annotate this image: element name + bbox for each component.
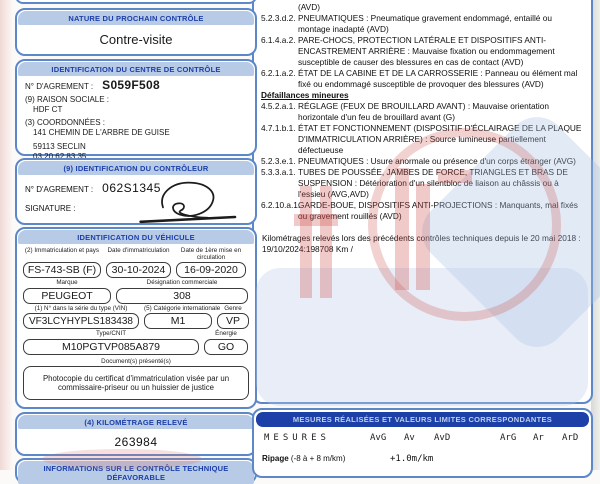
field-date-mise-circulation: 16-09-2020 bbox=[176, 262, 246, 278]
section-controller-identification: (9) IDENTIFICATION DU CONTRÔLEUR N° D'AG… bbox=[15, 158, 257, 225]
column-ard: ArD bbox=[562, 433, 579, 443]
defect-text: PARE-CHOCS, PROTECTION LATÉRALE ET DISPO… bbox=[298, 35, 555, 67]
defect-code: 6.2.1.a.2. bbox=[261, 68, 296, 78]
field-energie: GO bbox=[204, 338, 248, 355]
label-date-immatriculation: Date d'immatriculation bbox=[107, 247, 170, 254]
major-defects-list: 5.2.3.d.2. PNEUMATIQUES : Pneumatique gra… bbox=[261, 13, 586, 90]
field-designation: 308 bbox=[116, 287, 248, 304]
field-categorie: M1 bbox=[144, 313, 212, 329]
section-next-inspection: NATURE DU PROCHAIN CONTRÔLE Contre-visit… bbox=[15, 8, 257, 56]
label-type-cnit: Type/CNIT bbox=[95, 330, 127, 337]
section-defects: (AVD) 5.2.3.d.2. PNEUMATIQUES : Pneumatiq… bbox=[252, 0, 593, 404]
defect-text: ÉTAT ET FONCTIONNEMENT (DISPOSITIF D'ÉCL… bbox=[298, 123, 582, 155]
field-marque: PEUGEOT bbox=[23, 287, 111, 304]
center-raison-value: HDF CT bbox=[33, 105, 63, 114]
defect-continuation-line: (AVD) bbox=[298, 2, 320, 12]
section-title-vehicle: IDENTIFICATION DU VÉHICULE bbox=[18, 230, 254, 244]
label-designation: Désignation commerciale bbox=[146, 279, 218, 286]
section-title-controller: (9) IDENTIFICATION DU CONTRÔLEUR bbox=[18, 161, 254, 175]
defect-text: ÉTAT DE LA CABINE ET DE LA CARROSSERIE :… bbox=[298, 68, 578, 89]
defect-item: 6.1.4.a.2. PARE-CHOCS, PROTECTION LATÉRAL… bbox=[261, 35, 586, 68]
label-energie: Énergie bbox=[215, 330, 237, 337]
defect-code: 6.2.10.a.1. bbox=[261, 200, 301, 210]
ripage-label: Ripage (-8 à + 8 m/km) bbox=[262, 454, 346, 463]
section-vehicle-identification: IDENTIFICATION DU VÉHICULE (2) Immatricu… bbox=[15, 227, 257, 409]
section-title-mileage: (4) KILOMÉTRAGE RELEVÉ bbox=[18, 415, 254, 429]
defect-code: 5.2.3.e.1. bbox=[261, 156, 296, 166]
defect-item: 6.2.10.a.1.GARDE-BOUE, DISPOSITIFS ANTI-… bbox=[261, 200, 586, 222]
column-av: Av bbox=[404, 433, 415, 443]
defect-item: 4.5.2.a.1. RÉGLAGE (FEUX DE BROUILLARD AV… bbox=[261, 101, 586, 123]
field-type-cnit: M10PGTVP085A879 bbox=[23, 338, 199, 355]
label-genre: Genre bbox=[224, 304, 242, 312]
section-center-identification: IDENTIFICATION DU CENTRE DE CONTRÔLE N° … bbox=[15, 59, 257, 161]
measures-row-title: MESURES bbox=[264, 433, 330, 443]
label-date-mise-circulation: Date de 1ère mise en circulation bbox=[180, 247, 242, 261]
column-ar: Ar bbox=[533, 433, 544, 443]
minor-defects-list: 4.5.2.a.1. RÉGLAGE (FEUX DE BROUILLARD AV… bbox=[261, 101, 586, 222]
previous-section-fragment bbox=[15, 0, 257, 4]
label-marque: Marque bbox=[56, 279, 78, 286]
center-address2: 59113 SECLIN bbox=[33, 142, 86, 151]
field-vin: VF3LCYHYPLS183438 bbox=[23, 313, 139, 329]
label-categorie: (5) Catégorie internationale bbox=[144, 304, 221, 312]
center-address1: 141 CHEMIN DE L'ARBRE DE GUISE bbox=[33, 128, 170, 137]
signature-handwriting bbox=[139, 181, 237, 224]
signature-label: SIGNATURE : bbox=[25, 204, 76, 213]
center-agrement-label: N° D'AGREMENT : bbox=[25, 82, 94, 91]
section-title-next-inspection: NATURE DU PROCHAIN CONTRÔLE bbox=[18, 11, 254, 25]
controller-agrement-label: N° D'AGREMENT : bbox=[25, 185, 94, 194]
defect-code: 6.1.4.a.2. bbox=[261, 35, 296, 45]
center-phone: 03.20.62.83.35 bbox=[33, 152, 87, 161]
page-right-edge bbox=[591, 0, 600, 470]
ripage-value: +1.0m/km bbox=[390, 454, 434, 464]
defect-code: 4.7.1.b.1. bbox=[261, 123, 296, 133]
scan-left-margin bbox=[0, 0, 13, 470]
field-immatriculation: FS-743-SB (F) bbox=[23, 262, 101, 278]
defect-item: 5.2.3.e.1. PNEUMATIQUES : Usure anormale … bbox=[261, 156, 586, 167]
field-date-immatriculation: 30-10-2024 bbox=[106, 262, 171, 278]
defect-item: 5.2.3.d.2. PNEUMATIQUES : Pneumatique gra… bbox=[261, 13, 586, 35]
defect-item: 6.2.1.a.2. ÉTAT DE LA CABINE ET DE LA CAR… bbox=[261, 68, 586, 90]
center-agrement-value: S059F508 bbox=[102, 78, 160, 92]
minor-defects-heading: Défaillances mineures bbox=[261, 90, 349, 100]
mileage-history-note: Kilométrages relevés lors des précédents… bbox=[262, 233, 581, 254]
controller-agrement-value: 062S1345 bbox=[102, 181, 161, 195]
section-measures: MESURES RÉALISÉES ET VALEURS LIMITES COR… bbox=[252, 408, 593, 478]
defect-item: 4.7.1.b.1. ÉTAT ET FONCTIONNEMENT (DISPOS… bbox=[261, 123, 586, 156]
field-documents: Photocopie du certificat d'immatriculati… bbox=[23, 365, 249, 400]
field-genre: VP bbox=[217, 313, 249, 329]
section-mileage: (4) KILOMÉTRAGE RELEVÉ 263984 bbox=[15, 412, 257, 456]
section-title-measures: MESURES RÉALISÉES ET VALEURS LIMITES COR… bbox=[256, 412, 589, 427]
label-documents: Document(s) présenté(s) bbox=[101, 357, 171, 365]
section-title-center: IDENTIFICATION DU CENTRE DE CONTRÔLE bbox=[18, 62, 254, 76]
defect-text: TUBES DE POUSSÉE, JAMBES DE FORCE, TRIAN… bbox=[298, 167, 568, 199]
section-unfavorable-info: INFORMATIONS SUR LE CONTRÔLE TECHNIQUE D… bbox=[15, 458, 257, 484]
mileage-value: 263984 bbox=[114, 435, 158, 449]
defect-text: PNEUMATIQUES : Pneumatique gravement end… bbox=[298, 13, 552, 34]
defect-item: 5.3.3.a.1. TUBES DE POUSSÉE, JAMBES DE FO… bbox=[261, 167, 586, 200]
defect-code: 5.2.3.d.2. bbox=[261, 13, 296, 23]
defect-code: 4.5.2.a.1. bbox=[261, 101, 296, 111]
column-arg: ArG bbox=[500, 433, 517, 443]
column-avd: AvD bbox=[434, 433, 451, 443]
next-inspection-value: Contre-visite bbox=[99, 32, 173, 47]
center-coords-label: (3) COORDONNÉES : bbox=[25, 118, 106, 127]
center-raison-label: (9) RAISON SOCIALE : bbox=[25, 95, 110, 104]
defect-text: PNEUMATIQUES : Usure anormale ou présenc… bbox=[298, 156, 576, 166]
label-vin: (1) N° dans la série du type (VIN) bbox=[34, 304, 128, 312]
column-avg: AvG bbox=[370, 433, 387, 443]
defect-text: RÉGLAGE (FEUX DE BROUILLARD AVANT) : Mau… bbox=[298, 101, 549, 122]
section-title-unfavorable-info: INFORMATIONS SUR LE CONTRÔLE TECHNIQUE D… bbox=[18, 461, 254, 484]
defect-code: 5.3.3.a.1. bbox=[261, 167, 296, 177]
label-immatriculation: (2) Immatriculation et pays bbox=[24, 247, 100, 254]
defect-text: GARDE-BOUE, DISPOSITIFS ANTI-PROJECTIONS… bbox=[298, 200, 578, 221]
